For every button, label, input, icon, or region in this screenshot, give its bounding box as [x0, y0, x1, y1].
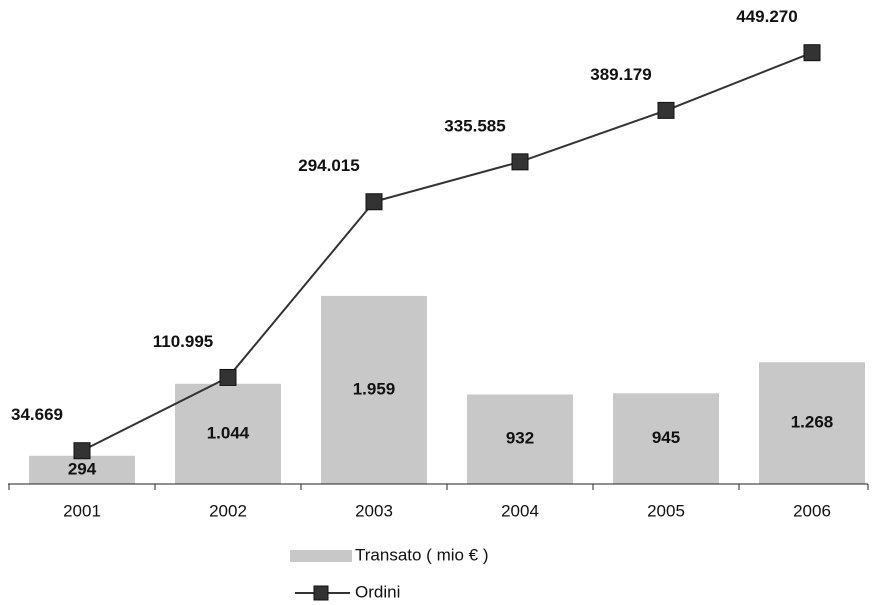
x-tick-label: 2006	[793, 501, 831, 520]
line-value-label: 335.585	[444, 116, 505, 135]
line-value-label: 294.015	[298, 156, 359, 175]
line-value-label: 110.995	[153, 332, 214, 351]
bar	[759, 362, 865, 484]
bar-value-label: 945	[652, 428, 680, 447]
line-value-label: 34.669	[11, 405, 63, 424]
bar-value-label: 294	[68, 459, 97, 478]
bar-value-label: 1.268	[791, 413, 834, 432]
legend-marker	[313, 585, 329, 601]
bar-value-label: 932	[506, 429, 534, 448]
x-tick-label: 2002	[209, 501, 247, 520]
bar-value-label: 1.959	[353, 379, 396, 398]
bar	[613, 393, 719, 484]
bar	[175, 383, 281, 484]
legend-label: Ordini	[355, 582, 400, 601]
x-tick-label: 2004	[501, 501, 539, 520]
legend-swatch	[290, 550, 352, 562]
bar	[467, 394, 573, 484]
line-value-label: 449.270	[736, 7, 797, 26]
line-marker	[803, 44, 821, 62]
line-marker	[365, 193, 383, 211]
x-tick-label: 2001	[63, 501, 101, 520]
bar-value-label: 1.044	[207, 423, 250, 442]
bar	[321, 295, 427, 484]
x-tick-label: 2003	[355, 501, 393, 520]
x-tick-label: 2005	[647, 501, 685, 520]
line-value-label: 389.179	[590, 65, 651, 84]
line-marker	[511, 153, 529, 171]
legend-label: Transato ( mio € )	[355, 545, 489, 564]
line-marker	[219, 368, 237, 386]
bar	[29, 455, 135, 484]
line	[81, 51, 813, 452]
line-marker	[657, 101, 675, 119]
line-marker	[73, 442, 91, 460]
